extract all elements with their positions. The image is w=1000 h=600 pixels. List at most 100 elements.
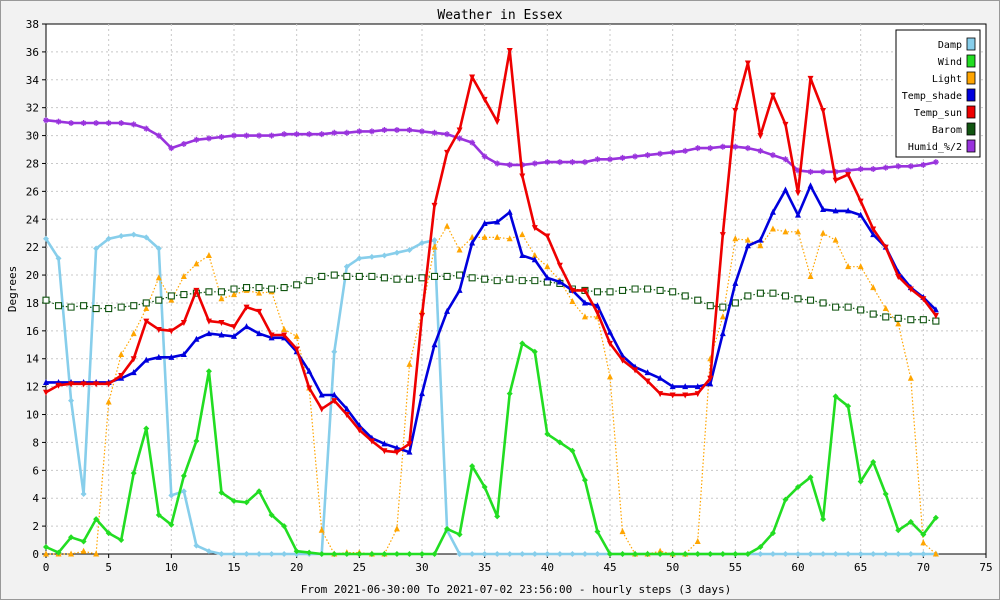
data-point [80, 538, 87, 545]
data-point [706, 302, 714, 310]
y-tick-label: 30 [26, 130, 39, 143]
data-point [356, 255, 363, 262]
data-point [393, 449, 400, 456]
data-point [243, 323, 250, 330]
data-point [832, 177, 839, 184]
data-point [832, 207, 839, 214]
data-point [256, 132, 263, 139]
data-point [431, 202, 438, 209]
data-point [143, 318, 150, 325]
data-point [544, 274, 551, 281]
data-point [544, 233, 551, 240]
legend-item-humid-2: Humid_%/2 [908, 139, 976, 153]
data-point [556, 262, 563, 269]
data-point [155, 296, 163, 304]
data-point [180, 319, 187, 326]
y-tick-label: 0 [32, 548, 39, 561]
data-point [105, 530, 112, 537]
data-point [769, 208, 776, 215]
data-point [180, 488, 187, 495]
data-point [619, 357, 626, 364]
data-point [669, 383, 676, 390]
data-point [518, 277, 526, 285]
data-point [870, 284, 877, 291]
data-point [281, 523, 288, 530]
data-point [418, 274, 426, 282]
data-point [43, 550, 49, 557]
data-point [481, 233, 488, 240]
data-point [694, 296, 702, 304]
data-point [895, 163, 902, 170]
data-point [406, 441, 413, 448]
data-point [281, 332, 288, 339]
data-point [381, 252, 388, 259]
data-point [431, 341, 438, 348]
data-point [569, 447, 576, 454]
data-point [130, 369, 137, 376]
data-point [795, 211, 801, 218]
data-point [393, 525, 400, 532]
data-point [506, 551, 513, 557]
data-point [719, 313, 726, 320]
legend-item-temp-shade: Temp_shade [902, 88, 976, 102]
y-tick-label: 6 [32, 464, 39, 477]
x-tick-label: 75 [979, 561, 992, 574]
data-point [155, 132, 162, 139]
data-point [807, 182, 814, 189]
legend-label: Barom [932, 125, 962, 136]
y-tick-label: 2 [32, 520, 39, 533]
data-point [419, 551, 425, 557]
data-point [694, 391, 701, 398]
data-point [870, 458, 877, 465]
data-point [795, 167, 801, 174]
data-point [932, 317, 940, 325]
data-point [920, 296, 927, 303]
data-point [93, 550, 100, 557]
data-point [631, 285, 639, 293]
legend-item-light: Light [932, 71, 976, 85]
data-point [431, 129, 438, 136]
data-point [381, 127, 388, 133]
data-point [531, 252, 538, 259]
data-point [143, 125, 150, 132]
data-point [618, 286, 627, 294]
data-point [519, 340, 526, 347]
data-point [607, 373, 613, 380]
data-point [556, 551, 563, 557]
chart-title: Weather in Essex [437, 8, 562, 23]
data-point [832, 393, 839, 400]
data-point [644, 152, 651, 159]
data-point [43, 389, 49, 396]
data-point [895, 527, 902, 534]
data-point [218, 295, 225, 302]
data-point [444, 222, 451, 229]
series-line-temp-shade [46, 184, 937, 454]
data-point [531, 160, 538, 167]
data-point [707, 380, 714, 387]
data-point [593, 288, 602, 296]
data-point [456, 127, 463, 134]
data-point [205, 318, 212, 325]
data-point [707, 551, 714, 557]
data-point [118, 120, 125, 127]
data-point [506, 208, 513, 215]
data-point [293, 346, 300, 353]
data-point [381, 448, 388, 455]
legend-item-barom: Barom [932, 122, 976, 136]
data-point [845, 172, 852, 179]
data-point [406, 551, 413, 557]
data-point [218, 489, 225, 496]
data-point [494, 218, 501, 225]
data-point [368, 438, 375, 445]
data-point [820, 229, 827, 236]
data-point [93, 381, 100, 388]
data-point [807, 272, 814, 279]
y-tick-label: 36 [26, 46, 39, 59]
data-point [719, 232, 726, 239]
data-point [193, 438, 200, 445]
series-temp-sun [43, 48, 939, 456]
data-point [231, 498, 237, 504]
data-point [168, 328, 175, 335]
data-point [832, 236, 839, 243]
data-point [882, 305, 889, 312]
